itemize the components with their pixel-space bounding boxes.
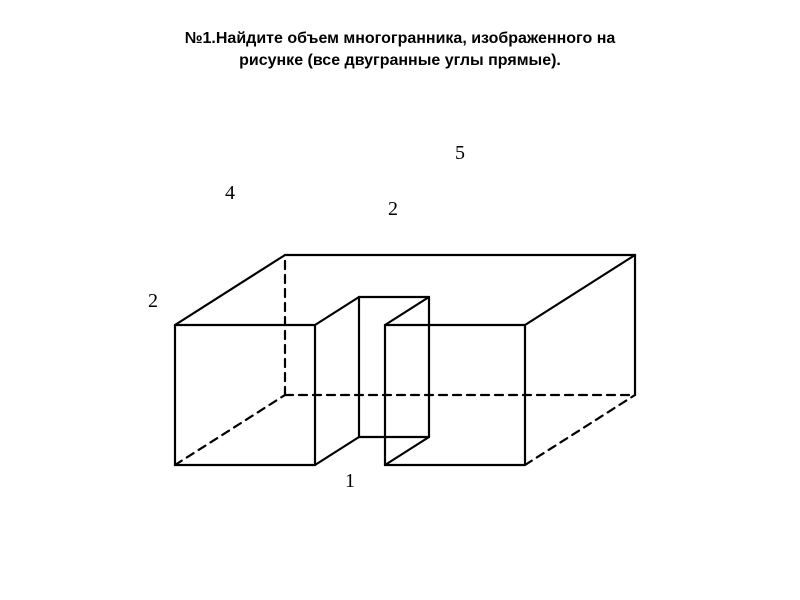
label-notch-top: 2 [388, 198, 398, 221]
polyhedron-diagram: 5 4 2 2 1 [150, 150, 670, 500]
label-left-height: 2 [148, 290, 158, 313]
label-top-left: 4 [225, 182, 235, 205]
label-notch-bottom: 1 [345, 470, 355, 493]
title-line-2: рисунке (все двугранные углы прямые). [0, 50, 800, 72]
problem-title: №1.Найдите объем многогранника, изображе… [0, 0, 800, 73]
title-line-1: №1.Найдите объем многогранника, изображе… [0, 28, 800, 50]
label-top-back: 5 [455, 142, 465, 165]
